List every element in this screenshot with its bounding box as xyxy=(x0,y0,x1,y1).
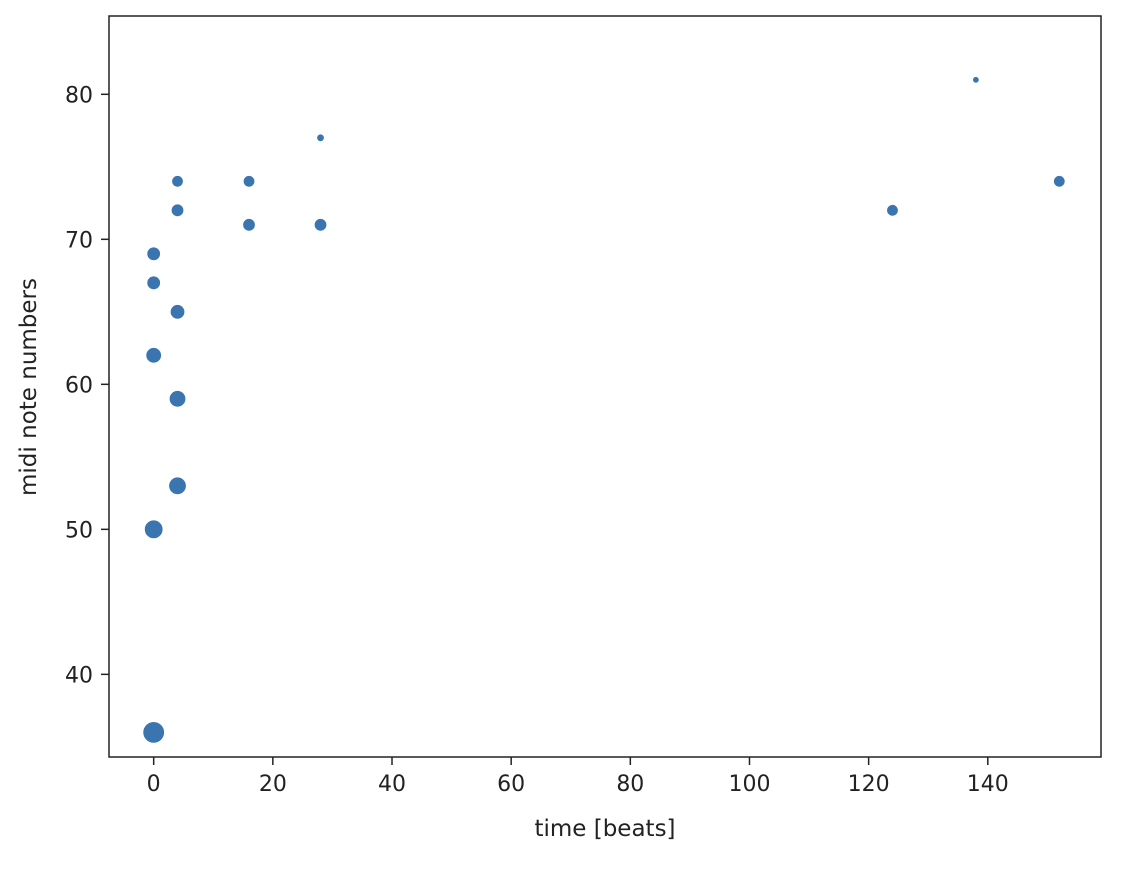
scatter-point xyxy=(146,246,162,262)
points-layer xyxy=(142,75,1066,744)
scatter-point xyxy=(145,346,163,364)
x-tick-label: 120 xyxy=(848,772,890,797)
scatter-point xyxy=(170,203,185,218)
scatter-point xyxy=(313,217,328,232)
scatter-point xyxy=(885,203,900,217)
x-tick-label: 140 xyxy=(967,772,1009,797)
y-axis-label: midi note numbers xyxy=(16,278,42,496)
scatter-point xyxy=(142,720,166,744)
scatter-point xyxy=(170,174,185,188)
plot-area-frame xyxy=(108,15,1102,758)
scatter-point xyxy=(241,217,257,232)
x-tick-label: 20 xyxy=(259,772,287,797)
x-tick-label: 40 xyxy=(378,772,406,797)
scatter-point xyxy=(315,133,326,143)
x-tick-label: 80 xyxy=(616,772,644,797)
scatter-point xyxy=(168,389,187,408)
y-tick-label: 70 xyxy=(65,228,93,253)
ticks-layer: 0 20 40 60 80 100 120 140 40 50 60 70 80 xyxy=(65,83,1009,797)
scatter-point xyxy=(146,275,162,291)
scatter-point xyxy=(971,75,980,84)
x-tick-label: 0 xyxy=(147,772,161,797)
y-tick-label: 50 xyxy=(65,518,93,543)
scatter-point xyxy=(167,476,188,496)
y-tick-label: 40 xyxy=(65,663,93,688)
scatter-point xyxy=(242,174,256,188)
scatter-point xyxy=(143,519,164,540)
x-axis-label: time [beats] xyxy=(534,816,675,842)
scatter-point xyxy=(169,303,186,320)
x-tick-label: 60 xyxy=(497,772,525,797)
y-tick-label: 80 xyxy=(65,83,93,108)
scatter-point xyxy=(1052,174,1066,188)
y-tick-label: 60 xyxy=(65,373,93,398)
x-tick-label: 100 xyxy=(728,772,770,797)
